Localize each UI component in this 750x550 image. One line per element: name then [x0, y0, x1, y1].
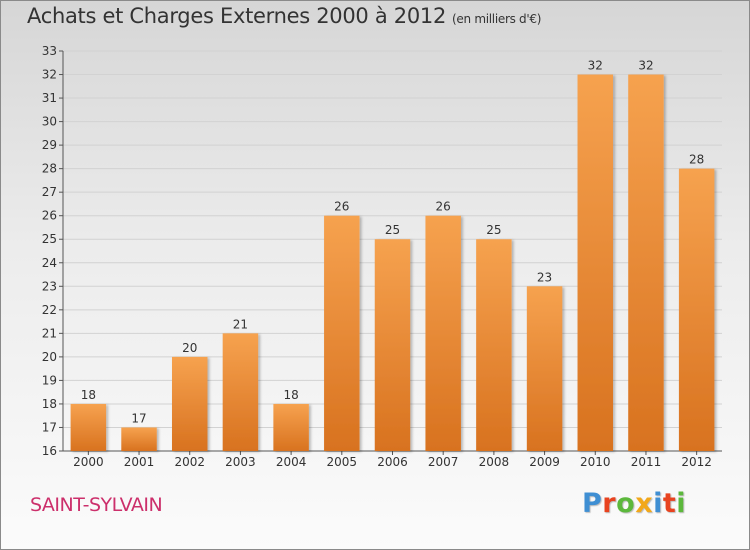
y-tick-label: 30: [42, 115, 57, 129]
y-tick-label: 22: [42, 303, 57, 317]
chart-title-text: Achats et Charges Externes 2000 à 2012: [27, 4, 447, 28]
bar-2003: [222, 333, 259, 451]
chart-subtitle: (en milliers d'€): [452, 12, 542, 26]
bar-2011: [628, 74, 664, 451]
value-label-2004: 18: [283, 388, 298, 402]
y-tick-label: 23: [42, 279, 57, 293]
value-label-2012: 28: [689, 153, 704, 167]
value-label-2003: 21: [233, 317, 248, 331]
bar-2004: [273, 403, 309, 451]
y-tick-label: 32: [42, 68, 57, 82]
x-tick-label-2006: 2006: [377, 455, 408, 469]
x-tick-label-2001: 2001: [124, 455, 155, 469]
y-tick-label: 19: [42, 373, 57, 387]
bar-2007: [425, 215, 461, 451]
bar-2002: [171, 356, 208, 451]
proxiti-logo: Proxiti: [582, 488, 686, 519]
bar-2006: [374, 239, 411, 451]
bars: [70, 74, 715, 451]
bar-2005: [324, 215, 360, 451]
x-tick-label-2000: 2000: [73, 455, 104, 469]
town-name: SAINT-SYLVAIN: [30, 494, 163, 516]
x-tick-label-2004: 2004: [276, 455, 307, 469]
logo-letter: x: [635, 488, 654, 519]
y-tick-label: 18: [42, 397, 57, 411]
value-label-2008: 25: [486, 223, 501, 237]
x-tick-label-2005: 2005: [327, 455, 358, 469]
y-tick-label: 31: [42, 91, 57, 105]
y-tick-label: 17: [42, 420, 57, 434]
y-tick-label: 20: [42, 350, 57, 364]
value-label-2001: 17: [131, 411, 146, 425]
x-tick-label-2011: 2011: [631, 455, 662, 469]
logo-letter: i: [653, 488, 663, 519]
chart-title: Achats et Charges Externes 2000 à 2012 (e…: [27, 4, 541, 28]
bar-2000: [70, 403, 107, 451]
logo-letter: o: [616, 488, 636, 519]
value-label-2005: 26: [334, 200, 349, 214]
bar-2001: [121, 427, 157, 451]
y-tick-label: 24: [42, 256, 57, 270]
x-tick-label-2009: 2009: [529, 455, 560, 469]
y-tick-label: 26: [42, 209, 57, 223]
logo-letter: i: [676, 488, 687, 519]
y-tick-label: 29: [42, 138, 57, 152]
y-tick-label: 28: [42, 162, 57, 176]
bar-2010: [577, 74, 614, 451]
value-label-2000: 18: [81, 388, 96, 402]
value-label-2002: 20: [182, 341, 197, 355]
value-label-2007: 26: [436, 200, 451, 214]
value-label-2011: 32: [638, 59, 653, 73]
y-tick-label: 16: [42, 444, 57, 458]
y-tick-label: 27: [42, 185, 57, 199]
value-label-2006: 25: [385, 223, 400, 237]
logo-letter: r: [602, 488, 617, 519]
x-tick-label-2003: 2003: [225, 455, 256, 469]
y-tick-label: 25: [42, 232, 57, 246]
bar-2012: [678, 168, 715, 451]
value-label-2010: 32: [588, 59, 603, 73]
x-tick-label-2012: 2012: [681, 455, 712, 469]
y-tick-label: 21: [42, 326, 57, 340]
x-tick-label-2007: 2007: [428, 455, 459, 469]
x-tick-label-2002: 2002: [174, 455, 205, 469]
logo-letter: P: [582, 488, 603, 519]
x-tick-label-2008: 2008: [479, 455, 510, 469]
y-tick-label: 33: [42, 44, 57, 58]
labels: 16 17 18 19 20 21 22 23 24 25 26 27 28 29 30 31 32 33 18 20…: [42, 44, 712, 469]
bar-2008: [476, 239, 512, 451]
bar-2009: [526, 286, 563, 451]
value-label-2009: 23: [537, 270, 552, 284]
x-tick-label-2010: 2010: [580, 455, 611, 469]
logo-letter: t: [662, 488, 677, 519]
